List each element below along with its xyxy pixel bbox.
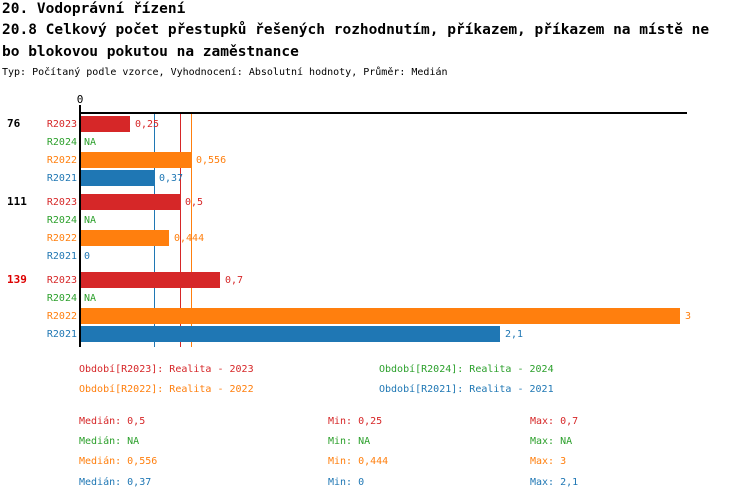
value-label: 0,444 (174, 233, 205, 244)
value-label: 2,1 (505, 329, 524, 340)
bar (81, 170, 154, 186)
group-label: 76 (7, 117, 21, 130)
series-label: R2023 (46, 197, 77, 208)
bar (81, 152, 191, 168)
stat-max-r2021: Max: 2,1 (530, 477, 579, 488)
group-label: 111 (7, 195, 27, 208)
median-line (191, 113, 192, 347)
value-label: NA (84, 137, 97, 148)
legend-item-r2022: Období[R2022]: Realita - 2022 (79, 384, 254, 395)
stat-median-r2024: Medián: NA (79, 436, 140, 447)
value-label: 0,5 (185, 197, 204, 208)
value-label: NA (84, 215, 97, 226)
indicator-title-line2: bo blokovou pokutou na zaměstnance (2, 44, 299, 60)
series-label: R2024 (46, 137, 77, 148)
value-label: 0,37 (159, 173, 184, 184)
legend-item-r2023: Období[R2023]: Realita - 2023 (79, 364, 254, 375)
value-label: 0,556 (196, 155, 227, 166)
series-label: R2024 (46, 293, 77, 304)
report-meta: Typ: Počítaný podle vzorce, Vyhodnocení:… (2, 67, 448, 78)
y-axis-line (79, 105, 81, 347)
x-axis-tick-label: 0 (76, 93, 84, 106)
series-label: R2021 (46, 329, 77, 340)
bar (81, 194, 180, 210)
series-label: R2021 (46, 251, 77, 262)
x-axis-line (79, 112, 687, 114)
median-line (180, 113, 181, 347)
value-label: 0,7 (225, 275, 244, 286)
stat-min-r2022: Min: 0,444 (328, 456, 389, 467)
bar (81, 116, 130, 132)
bar (81, 230, 169, 246)
stat-median-r2023: Medián: 0,5 (79, 416, 146, 427)
series-label: R2022 (46, 233, 77, 244)
series-label: R2024 (46, 215, 77, 226)
series-label: R2022 (46, 311, 77, 322)
bar (81, 308, 680, 324)
stat-max-r2022: Max: 3 (530, 456, 567, 467)
series-label: R2021 (46, 173, 77, 184)
value-label: NA (84, 293, 97, 304)
stat-min-r2024: Min: NA (328, 436, 371, 447)
bar (81, 326, 500, 342)
stat-min-r2021: Min: 0 (328, 477, 365, 488)
value-label: 0,25 (135, 119, 160, 130)
report-title: 20. Vodoprávní řízení (2, 1, 186, 17)
stat-max-r2023: Max: 0,7 (530, 416, 579, 427)
legend-item-r2021: Období[R2021]: Realita - 2021 (379, 384, 554, 395)
series-label: R2023 (46, 119, 77, 130)
bar (81, 272, 220, 288)
series-label: R2022 (46, 155, 77, 166)
value-label: 3 (685, 311, 692, 322)
indicator-title-line1: 20.8 Celkový počet přestupků řešených ro… (2, 22, 710, 38)
group-label: 139 (7, 273, 27, 286)
stat-max-r2024: Max: NA (530, 436, 573, 447)
stat-median-r2022: Medián: 0,556 (79, 456, 158, 467)
value-label: 0 (84, 251, 91, 262)
stat-min-r2023: Min: 0,25 (328, 416, 383, 427)
legend-item-r2024: Období[R2024]: Realita - 2024 (379, 364, 554, 375)
stat-median-r2021: Medián: 0,37 (79, 477, 152, 488)
series-label: R2023 (46, 275, 77, 286)
